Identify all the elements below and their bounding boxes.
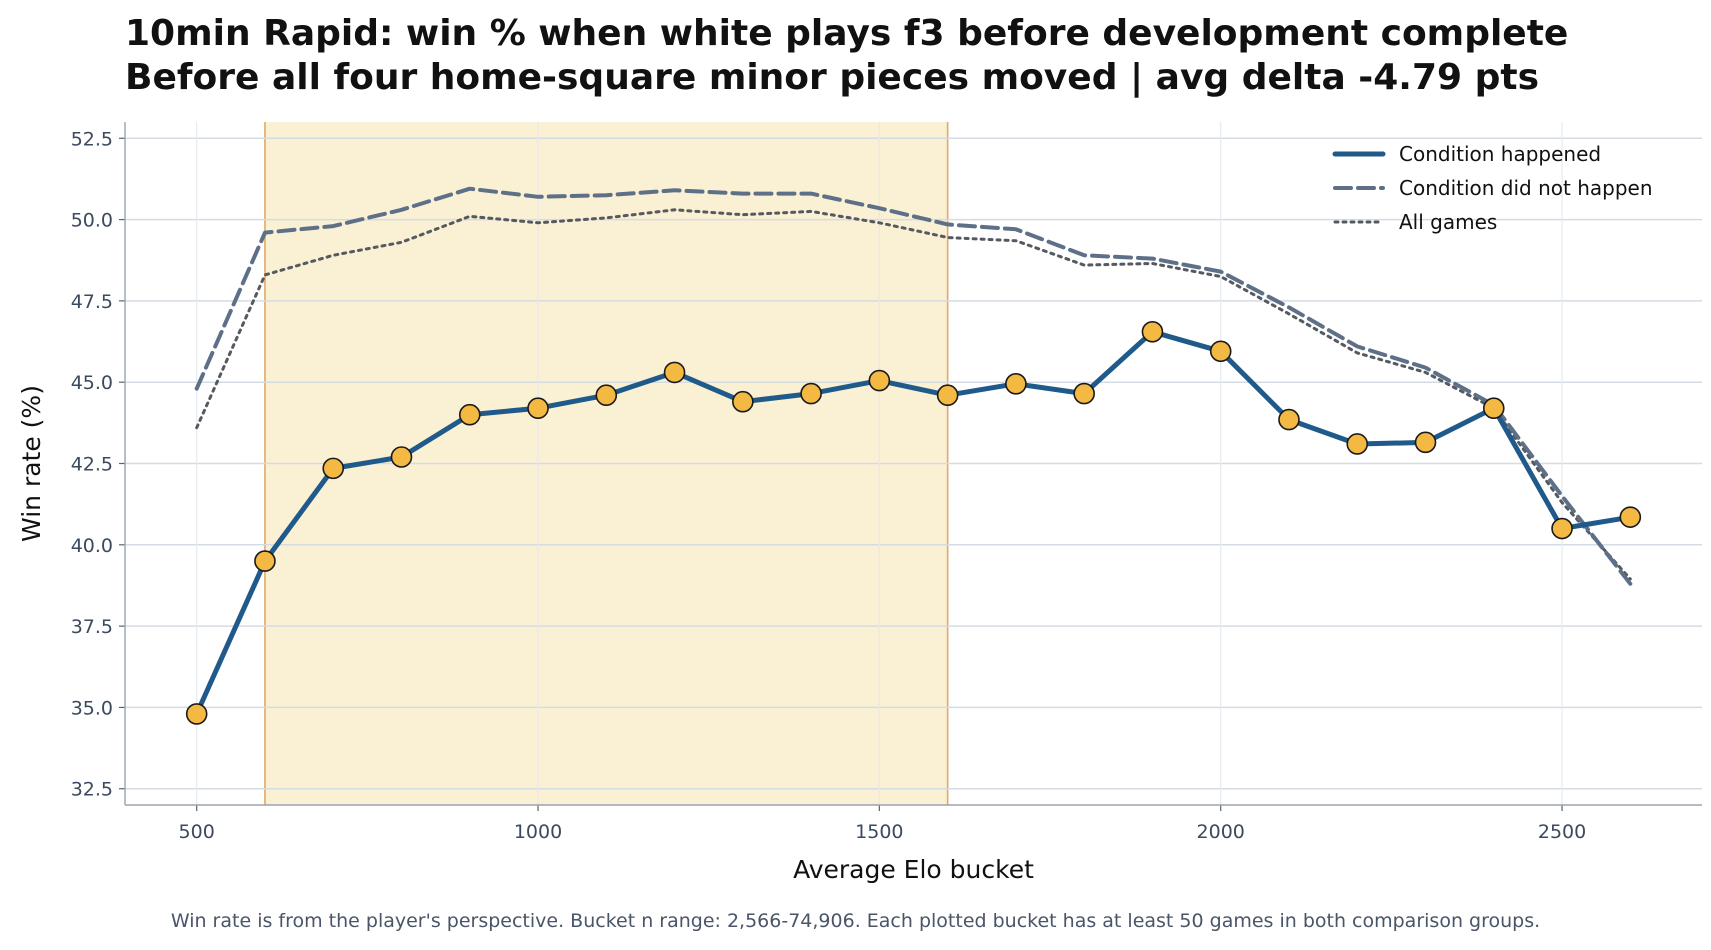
x-tick-label: 1000 — [514, 821, 562, 843]
data-point — [732, 390, 754, 413]
x-tick-label: 2000 — [1197, 821, 1245, 843]
data-point — [936, 384, 959, 407]
legend-label: Condition happened — [1399, 142, 1601, 166]
data-point — [322, 457, 345, 480]
y-tick-label: 42.5 — [71, 454, 113, 476]
data-point — [185, 703, 208, 725]
data-point — [1619, 506, 1642, 528]
data-point — [254, 550, 276, 572]
data-point — [1005, 373, 1027, 395]
data-point — [595, 384, 618, 407]
data-point — [1073, 382, 1095, 405]
y-tick-label: 47.5 — [71, 291, 113, 313]
grid-layer — [125, 122, 1702, 805]
data-point — [390, 446, 413, 468]
data-point — [458, 403, 481, 426]
legend: Condition happened Condition did not happ… — [1332, 142, 1653, 234]
y-tick-label: 50.0 — [71, 210, 113, 232]
series-layer — [185, 186, 1642, 725]
data-point — [868, 369, 891, 392]
chart-title: 10min Rapid: win % when white plays f3 b… — [125, 12, 1568, 100]
data-point — [1414, 431, 1437, 454]
y-tick-label: 37.5 — [71, 616, 113, 638]
data-point — [527, 397, 549, 420]
data-point — [800, 382, 822, 405]
series-line-1 — [194, 186, 1633, 586]
axes-layer: 32.5 35.0 37.5 40.0 42.5 45.0 47.5 50.0 52.5 500 1… — [71, 122, 1702, 843]
data-point — [1346, 433, 1369, 455]
x-tick-label: 500 — [179, 821, 215, 843]
y-tick-label: 32.5 — [71, 779, 113, 801]
data-point — [1141, 320, 1164, 343]
x-tick-label: 2500 — [1538, 821, 1586, 843]
footnote: Win rate is from the player's perspectiv… — [170, 910, 1541, 932]
legend-label: Condition did not happen — [1399, 176, 1653, 200]
y-tick-label: 45.0 — [71, 372, 113, 394]
data-point — [1551, 517, 1573, 540]
chart-title-line2: Before all four home-square minor pieces… — [125, 57, 1540, 98]
x-tick-label: 1500 — [855, 821, 903, 843]
chart-title-line1: 10min Rapid: win % when white plays f3 b… — [125, 13, 1569, 54]
series-line-2 — [195, 208, 1632, 581]
data-point — [1209, 340, 1232, 363]
y-axis-label: Win rate (%) — [17, 385, 46, 542]
y-tick-label: 52.5 — [71, 128, 113, 150]
x-axis-label: Average Elo bucket — [793, 855, 1034, 884]
series-line-0 — [194, 329, 1633, 717]
y-tick-label: 35.0 — [71, 697, 113, 719]
data-point — [1278, 408, 1300, 431]
data-point — [663, 361, 686, 384]
legend-label: All games — [1399, 210, 1497, 234]
y-tick-label: 40.0 — [71, 535, 113, 557]
data-point — [1482, 397, 1505, 420]
